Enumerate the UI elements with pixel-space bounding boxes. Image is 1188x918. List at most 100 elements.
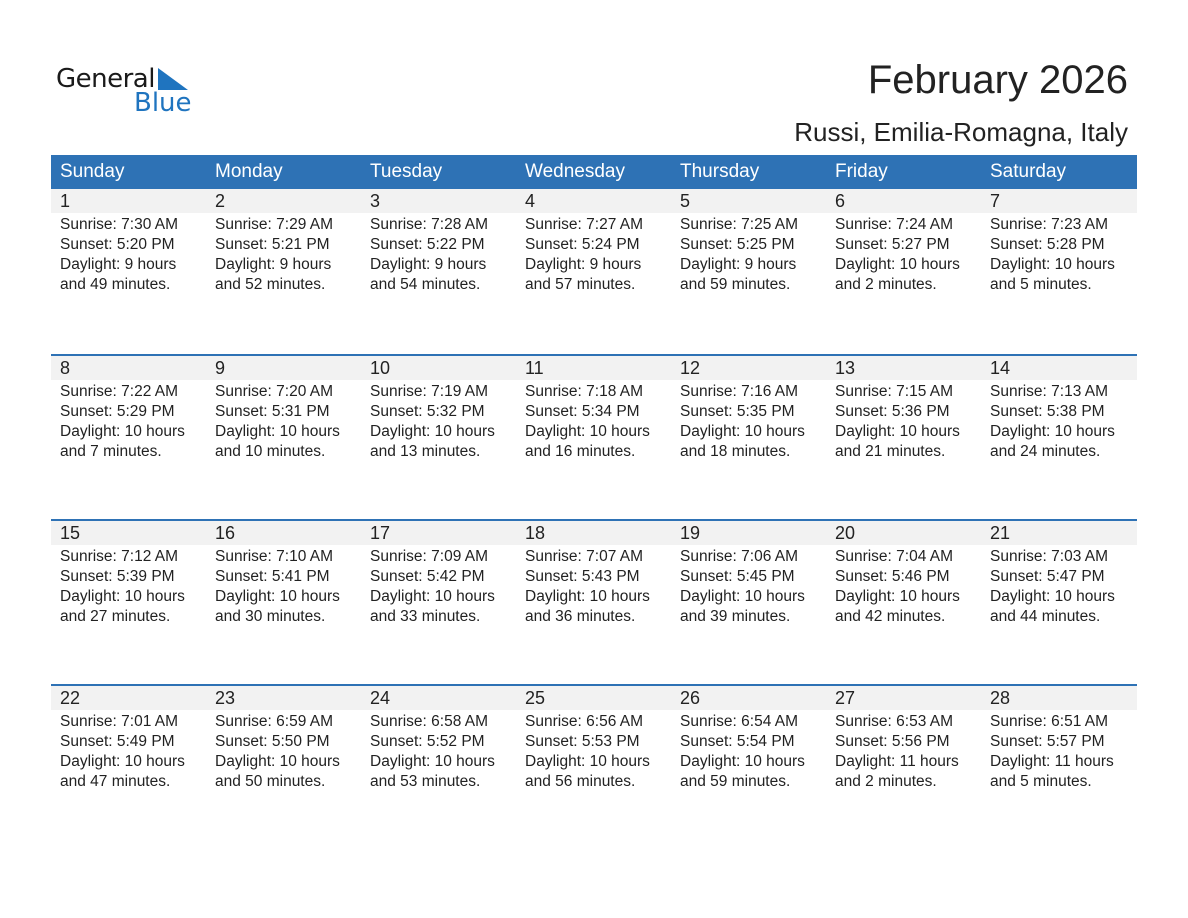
sunset-text: Sunset: 5:57 PM bbox=[990, 733, 1105, 750]
daylight-text: Daylight: 11 hours bbox=[990, 753, 1114, 770]
day-number: 1 bbox=[60, 191, 71, 211]
sunrise-text: Sunrise: 7:24 AM bbox=[835, 216, 954, 233]
sunset-text: Sunset: 5:49 PM bbox=[60, 733, 175, 750]
minutes-text: and 39 minutes. bbox=[680, 608, 791, 625]
week-row: 22 23 24 25 26 27 28 Sunrise: 7:01 AM Sunset: 5:… bbox=[51, 684, 1137, 849]
sunset-text: Sunset: 5:56 PM bbox=[835, 733, 950, 750]
sunrise-text: Sunrise: 7:04 AM bbox=[835, 548, 954, 565]
day-cell: Sunrise: 6:53 AM Sunset: 5:56 PM Daylight:… bbox=[826, 710, 981, 792]
day-cell: Sunrise: 7:30 AM Sunset: 5:20 PM Daylight:… bbox=[51, 213, 206, 295]
day-number: 21 bbox=[990, 523, 1011, 543]
daylight-text: Daylight: 9 hours bbox=[370, 256, 487, 273]
daylight-text: Daylight: 10 hours bbox=[215, 753, 340, 770]
day-number: 3 bbox=[370, 191, 381, 211]
minutes-text: and 44 minutes. bbox=[990, 608, 1101, 625]
sunrise-text: Sunrise: 7:25 AM bbox=[680, 216, 799, 233]
sunset-text: Sunset: 5:20 PM bbox=[60, 236, 175, 253]
daylight-text: Daylight: 10 hours bbox=[525, 753, 650, 770]
sunset-text: Sunset: 5:22 PM bbox=[370, 236, 485, 253]
minutes-text: and 50 minutes. bbox=[215, 773, 326, 790]
day-number: 17 bbox=[370, 523, 391, 543]
daylight-text: Daylight: 10 hours bbox=[60, 423, 185, 440]
day-number: 10 bbox=[370, 358, 391, 378]
day-number: 27 bbox=[835, 688, 856, 708]
daylight-text: Daylight: 10 hours bbox=[990, 588, 1115, 605]
sunset-text: Sunset: 5:21 PM bbox=[215, 236, 330, 253]
sunset-text: Sunset: 5:28 PM bbox=[990, 236, 1105, 253]
sunrise-text: Sunrise: 7:23 AM bbox=[990, 216, 1109, 233]
day-details-row: Sunrise: 7:22 AM Sunset: 5:29 PM Daylight:… bbox=[51, 380, 1137, 462]
day-number: 26 bbox=[680, 688, 701, 708]
minutes-text: and 33 minutes. bbox=[370, 608, 481, 625]
daylight-text: Daylight: 10 hours bbox=[215, 588, 340, 605]
sunrise-text: Sunrise: 6:58 AM bbox=[370, 713, 489, 730]
location-subtitle: Russi, Emilia-Romagna, Italy bbox=[794, 117, 1128, 147]
daylight-text: Daylight: 10 hours bbox=[990, 256, 1115, 273]
minutes-text: and 7 minutes. bbox=[60, 443, 162, 460]
day-number: 9 bbox=[215, 358, 226, 378]
sunset-text: Sunset: 5:50 PM bbox=[215, 733, 330, 750]
date-band: 1 2 3 4 5 6 7 bbox=[51, 189, 1137, 213]
day-number: 14 bbox=[990, 358, 1011, 378]
minutes-text: and 18 minutes. bbox=[680, 443, 791, 460]
sunset-text: Sunset: 5:43 PM bbox=[525, 568, 640, 585]
logo-triangle-icon bbox=[158, 68, 188, 90]
sunrise-text: Sunrise: 7:19 AM bbox=[370, 383, 489, 400]
sunrise-text: Sunrise: 7:15 AM bbox=[835, 383, 954, 400]
day-cell: Sunrise: 7:23 AM Sunset: 5:28 PM Daylight:… bbox=[981, 213, 1136, 295]
day-number: 22 bbox=[60, 688, 81, 708]
sunrise-text: Sunrise: 7:18 AM bbox=[525, 383, 644, 400]
sunrise-text: Sunrise: 7:03 AM bbox=[990, 548, 1109, 565]
logo-text-general: General bbox=[56, 64, 155, 94]
date-band: 8 9 10 11 12 13 14 bbox=[51, 356, 1137, 380]
day-cell: Sunrise: 7:27 AM Sunset: 5:24 PM Daylight:… bbox=[516, 213, 671, 295]
day-number: 19 bbox=[680, 523, 701, 543]
day-cell: Sunrise: 7:25 AM Sunset: 5:25 PM Daylight:… bbox=[671, 213, 826, 295]
sunset-text: Sunset: 5:35 PM bbox=[680, 403, 795, 420]
date-band: 15 16 17 18 19 20 21 bbox=[51, 521, 1137, 545]
day-cell: Sunrise: 6:54 AM Sunset: 5:54 PM Daylight:… bbox=[671, 710, 826, 792]
day-number: 12 bbox=[680, 358, 701, 378]
sunset-text: Sunset: 5:29 PM bbox=[60, 403, 175, 420]
week-row: 8 9 10 11 12 13 14 Sunrise: 7:22 AM Sunset: 5:29… bbox=[51, 354, 1137, 519]
day-cell: Sunrise: 6:51 AM Sunset: 5:57 PM Daylight:… bbox=[981, 710, 1136, 792]
day-cell: Sunrise: 7:01 AM Sunset: 5:49 PM Daylight:… bbox=[51, 710, 206, 792]
sunset-text: Sunset: 5:45 PM bbox=[680, 568, 795, 585]
weekday-thursday: Thursday bbox=[680, 161, 760, 182]
sunrise-text: Sunrise: 7:13 AM bbox=[990, 383, 1109, 400]
minutes-text: and 16 minutes. bbox=[525, 443, 636, 460]
daylight-text: Daylight: 9 hours bbox=[525, 256, 642, 273]
logo-text-blue: Blue bbox=[134, 88, 192, 118]
day-cell: Sunrise: 7:19 AM Sunset: 5:32 PM Daylight:… bbox=[361, 380, 516, 462]
daylight-text: Daylight: 10 hours bbox=[525, 588, 650, 605]
week-row: 15 16 17 18 19 20 21 Sunrise: 7:12 AM Sunset: 5:… bbox=[51, 519, 1137, 684]
daylight-text: Daylight: 10 hours bbox=[680, 423, 805, 440]
minutes-text: and 10 minutes. bbox=[215, 443, 326, 460]
day-number: 28 bbox=[990, 688, 1011, 708]
day-details-row: Sunrise: 7:12 AM Sunset: 5:39 PM Daylight:… bbox=[51, 545, 1137, 627]
day-number: 24 bbox=[370, 688, 391, 708]
day-cell: Sunrise: 7:22 AM Sunset: 5:29 PM Daylight:… bbox=[51, 380, 206, 462]
minutes-text: and 57 minutes. bbox=[525, 276, 636, 293]
daylight-text: Daylight: 9 hours bbox=[680, 256, 797, 273]
daylight-text: Daylight: 10 hours bbox=[60, 753, 185, 770]
sunset-text: Sunset: 5:24 PM bbox=[525, 236, 640, 253]
sunset-text: Sunset: 5:53 PM bbox=[525, 733, 640, 750]
day-cell: Sunrise: 7:18 AM Sunset: 5:34 PM Daylight:… bbox=[516, 380, 671, 462]
day-number: 18 bbox=[525, 523, 546, 543]
minutes-text: and 5 minutes. bbox=[990, 276, 1092, 293]
day-cell: Sunrise: 7:04 AM Sunset: 5:46 PM Daylight:… bbox=[826, 545, 981, 627]
weekday-header: Sunday Monday Tuesday Wednesday Thursday Frid… bbox=[51, 155, 1137, 189]
daylight-text: Daylight: 10 hours bbox=[370, 753, 495, 770]
day-number: 8 bbox=[60, 358, 71, 378]
sunrise-text: Sunrise: 6:53 AM bbox=[835, 713, 954, 730]
minutes-text: and 52 minutes. bbox=[215, 276, 326, 293]
daylight-text: Daylight: 11 hours bbox=[835, 753, 959, 770]
day-cell: Sunrise: 7:07 AM Sunset: 5:43 PM Daylight:… bbox=[516, 545, 671, 627]
day-cell: Sunrise: 7:09 AM Sunset: 5:42 PM Daylight:… bbox=[361, 545, 516, 627]
sunset-text: Sunset: 5:47 PM bbox=[990, 568, 1105, 585]
daylight-text: Daylight: 10 hours bbox=[680, 588, 805, 605]
minutes-text: and 2 minutes. bbox=[835, 276, 937, 293]
sunrise-text: Sunrise: 7:27 AM bbox=[525, 216, 644, 233]
day-cell: Sunrise: 6:56 AM Sunset: 5:53 PM Daylight:… bbox=[516, 710, 671, 792]
